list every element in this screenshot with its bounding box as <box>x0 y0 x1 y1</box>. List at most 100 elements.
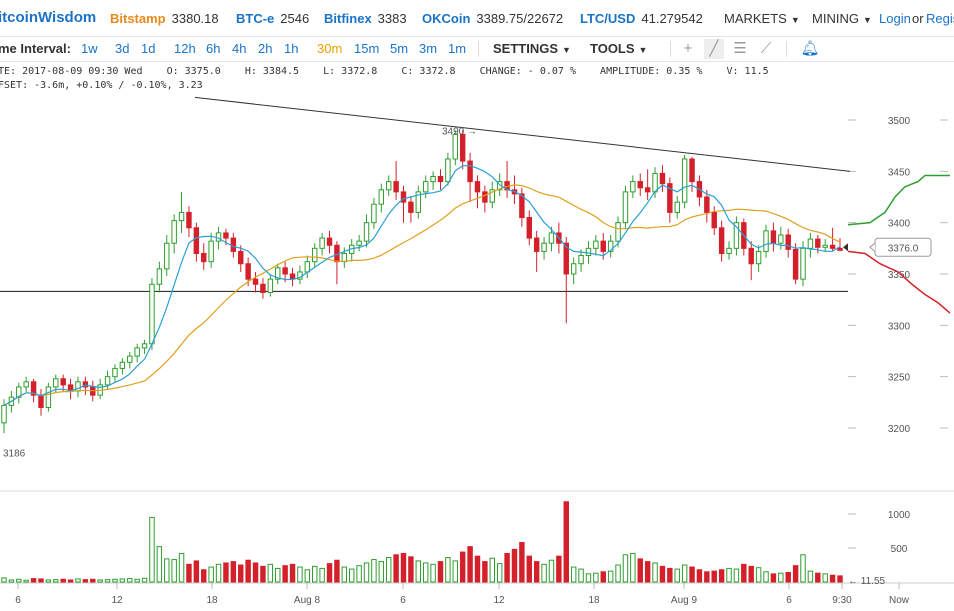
interval-2h[interactable]: 2h <box>258 41 273 56</box>
candle-body <box>186 211 192 229</box>
y-tick-label: 3350 <box>888 270 911 281</box>
interval-3m[interactable]: 3m <box>419 41 438 56</box>
volume-bar <box>319 567 325 583</box>
candle-body <box>570 263 577 275</box>
candle-body <box>60 378 66 386</box>
volume-bar <box>807 570 814 583</box>
candle-body <box>1 404 7 424</box>
candle-body <box>585 247 592 257</box>
ticker-exchange[interactable]: OKCoin <box>422 11 471 26</box>
volume-bar <box>659 565 666 583</box>
volume-bar <box>297 566 303 583</box>
crosshair-icon[interactable]: + <box>683 40 693 57</box>
candle-body <box>637 181 643 189</box>
ticker-bitstamp[interactable]: Bitstamp 3380.18 <box>110 11 219 26</box>
interval-12h[interactable]: 12h <box>174 41 196 56</box>
interval-15m[interactable]: 15m <box>354 41 380 56</box>
top-bar: itcoinWisdom Bitstamp 3380.18 BTC-e 2546 B… <box>0 0 954 37</box>
candle-body <box>326 237 333 246</box>
candle-body <box>422 181 429 193</box>
volume-bar <box>822 573 828 583</box>
ticker-exchange[interactable]: LTC/USD <box>580 11 636 26</box>
ticker-exchange[interactable]: BTC-e <box>236 11 275 26</box>
ticker-btce[interactable]: BTC-e 2546 <box>236 11 309 26</box>
volume-bar <box>741 563 747 583</box>
bell-icon[interactable]: 🔔︎ <box>800 40 820 57</box>
candle-body <box>578 255 584 265</box>
volume-bar <box>289 563 296 583</box>
y-tick-label: 3250 <box>888 373 911 384</box>
candle-body <box>127 355 133 363</box>
interval-1m[interactable]: 1m <box>448 41 467 56</box>
ticker-bitfinex[interactable]: Bitfinex 3383 <box>324 11 407 26</box>
volume-bar <box>504 552 510 583</box>
login-link[interactable]: Login <box>879 11 911 26</box>
horizontal-lines-icon[interactable]: ☰ <box>733 40 747 57</box>
candle-body <box>104 376 111 386</box>
interval-1d[interactable]: 1d <box>141 41 156 56</box>
volume-bar <box>260 565 266 583</box>
ticker-okcoin[interactable]: OKCoin 3389.75/22672 <box>422 11 563 26</box>
volume-bar <box>652 562 658 583</box>
depth-bid-line <box>847 174 950 226</box>
x-tick-label: Now <box>889 595 910 606</box>
mining-menu[interactable]: MINING ▼ <box>812 11 872 26</box>
volume-bar <box>171 559 177 583</box>
candle-body <box>119 361 126 369</box>
volume-bar <box>607 570 614 583</box>
volume-bar <box>748 565 754 583</box>
volume-bar <box>489 557 496 583</box>
volume-bar <box>238 564 244 583</box>
volume-bar <box>563 501 569 583</box>
volume-bar <box>829 574 836 583</box>
volume-bar <box>548 559 555 583</box>
candle-body <box>778 234 784 244</box>
interval-5m[interactable]: 5m <box>390 41 409 56</box>
candle-body <box>38 394 44 408</box>
candle-body <box>452 133 459 160</box>
volume-bar <box>459 551 466 583</box>
low-price-annotation: 3186 <box>3 448 26 459</box>
tools-menu[interactable]: TOOLS ▼ <box>590 41 647 56</box>
candle-body <box>533 237 540 252</box>
interval-1w[interactable]: 1w <box>81 41 98 56</box>
volume-bar <box>141 577 148 583</box>
candle-body <box>238 250 244 265</box>
interval-30m[interactable]: 30m <box>317 41 343 56</box>
x-tick-label: 12 <box>111 595 123 606</box>
volume-bar <box>637 558 643 583</box>
current-price-arrow <box>843 243 848 252</box>
volume-bar <box>430 563 436 583</box>
candle-body <box>319 237 325 249</box>
settings-menu[interactable]: SETTINGS ▼ <box>493 41 571 56</box>
fan-icon[interactable]: ⟋ <box>760 40 772 57</box>
volume-bar <box>496 563 503 583</box>
volume-bar <box>763 571 769 583</box>
candle-body <box>622 191 629 224</box>
volume-bar <box>474 555 481 583</box>
markets-menu[interactable]: MARKETS ▼ <box>724 11 800 26</box>
candle-body <box>408 201 414 213</box>
candle-body <box>770 230 777 244</box>
line-draw-icon[interactable]: ╱ <box>704 39 724 59</box>
x-tick-label: 12 <box>493 595 505 606</box>
candle-body <box>755 250 762 265</box>
interval-4h[interactable]: 4h <box>232 41 247 56</box>
interval-6h[interactable]: 6h <box>206 41 221 56</box>
candle-info-line: TE: 2017-08-09 09:30 Wed O: 3375.0 H: 33… <box>0 66 769 77</box>
interval-1h[interactable]: 1h <box>284 41 299 56</box>
toolbar-divider <box>786 41 787 57</box>
ticker-exchange[interactable]: Bitfinex <box>324 11 372 26</box>
interval-3d[interactable]: 3d <box>115 41 130 56</box>
candle-body <box>149 283 155 345</box>
ticker-ltcusd[interactable]: LTC/USD 41.279542 <box>580 11 703 26</box>
brand-logo[interactable]: itcoinWisdom <box>0 9 97 26</box>
candle-body <box>371 203 377 224</box>
volume-bar <box>208 566 214 583</box>
register-link[interactable]: Regis <box>926 11 954 26</box>
tools-label: TOOLS <box>590 41 635 56</box>
ticker-exchange[interactable]: Bitstamp <box>110 11 166 26</box>
offset-info-line: FSET: -3.6m, +0.10% / -0.10%, 3.23 <box>0 80 203 91</box>
y-tick-label: 3450 <box>888 167 911 178</box>
